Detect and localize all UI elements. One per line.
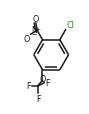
Text: O: O xyxy=(33,14,39,23)
Text: F: F xyxy=(26,82,30,91)
Text: F: F xyxy=(36,94,40,103)
Text: +: + xyxy=(35,27,40,32)
Text: −: − xyxy=(32,31,37,38)
Text: O: O xyxy=(24,35,30,44)
Text: N: N xyxy=(31,26,37,35)
Text: Cl: Cl xyxy=(67,21,74,30)
Text: F: F xyxy=(45,78,50,87)
Text: O: O xyxy=(39,74,46,83)
